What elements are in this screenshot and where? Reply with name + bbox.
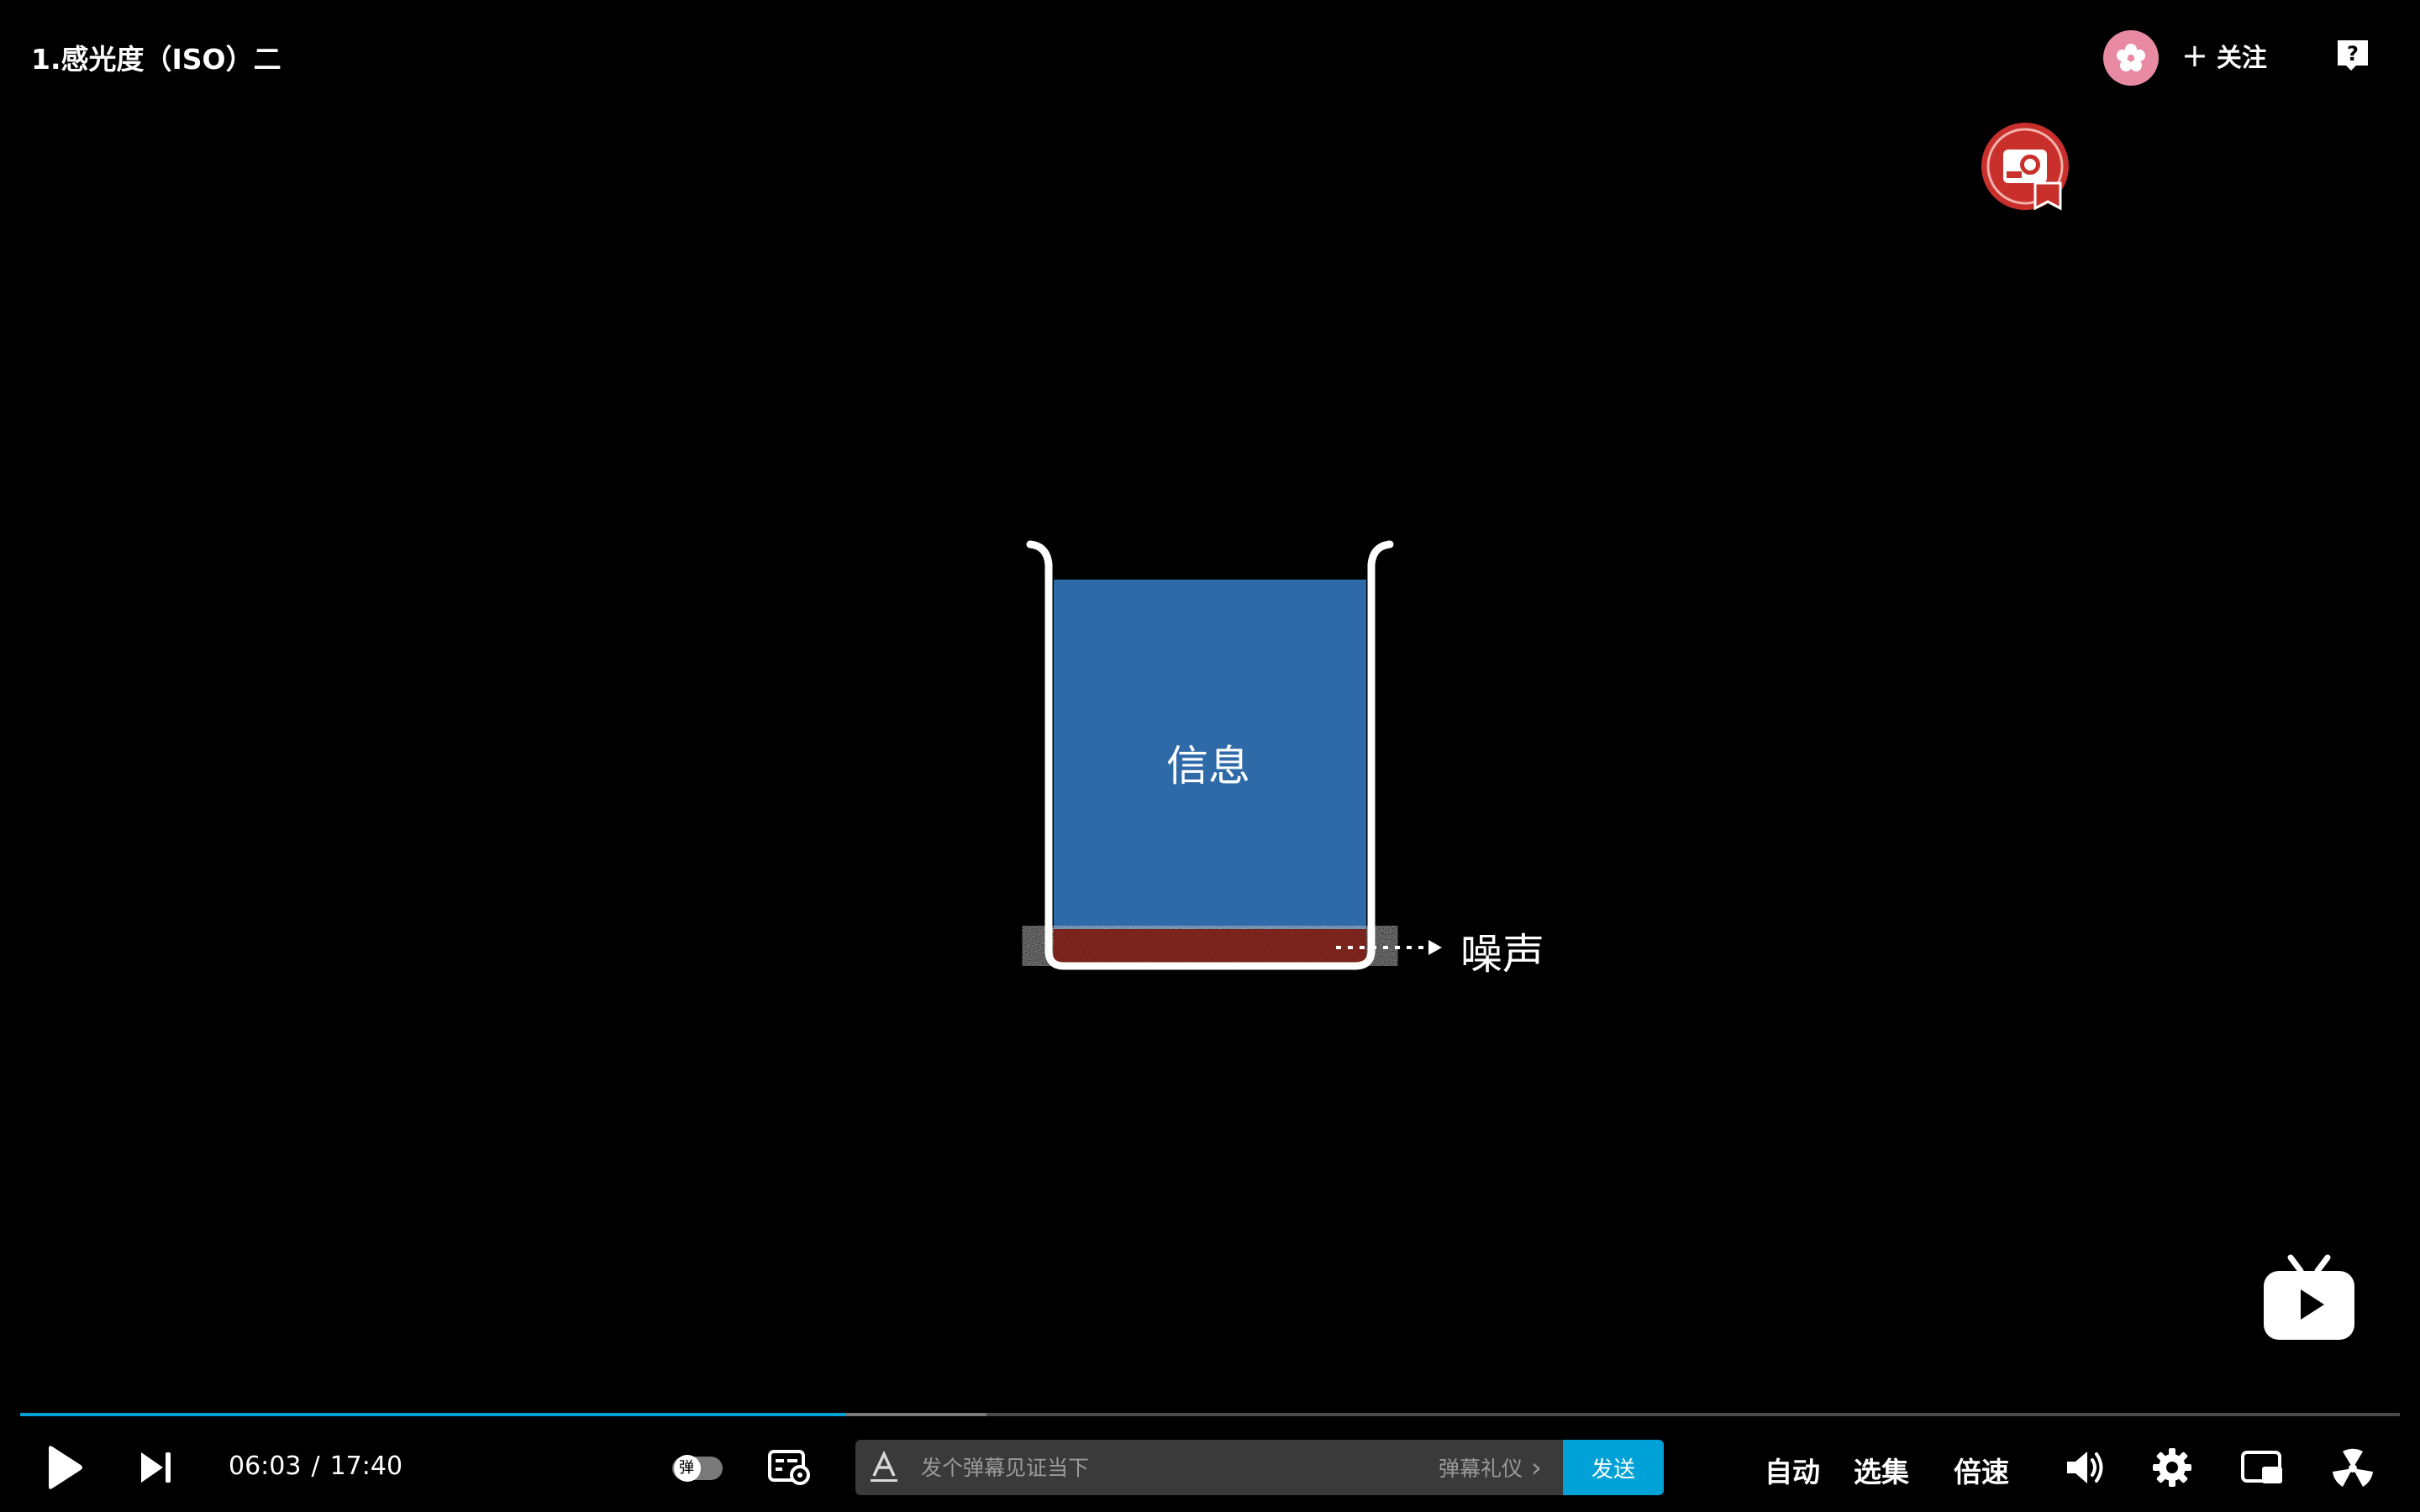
progress-track[interactable] bbox=[20, 1413, 2400, 1416]
beaker-outline bbox=[1026, 540, 1394, 970]
danmaku-etiquette-label: 弹幕礼仪 bbox=[1439, 1457, 1523, 1481]
svg-text:?: ? bbox=[2347, 42, 2359, 66]
danmaku-toggle-glyph: 弹 bbox=[679, 1459, 694, 1477]
episodes-button[interactable]: 选集 bbox=[1854, 1456, 1909, 1488]
info-label: 信息 bbox=[1166, 742, 1250, 790]
current-time: 06:03 bbox=[229, 1452, 302, 1481]
follow-label: 关注 bbox=[2216, 44, 2267, 73]
bilibili-tv-icon[interactable] bbox=[2262, 1254, 2356, 1343]
playback-speed-button[interactable]: 倍速 bbox=[1954, 1456, 2009, 1488]
chevron-right-icon: › bbox=[1531, 1452, 1542, 1483]
screen-record-badge-icon bbox=[1981, 123, 2069, 211]
play-icon[interactable] bbox=[44, 1445, 84, 1490]
danmaku-settings-icon[interactable] bbox=[768, 1448, 810, 1485]
water-fill bbox=[1054, 580, 1366, 936]
danmaku-toggle[interactable]: 弹 bbox=[671, 1452, 724, 1485]
time-display: 06:03 / 17:40 bbox=[229, 1452, 402, 1481]
time-separator: / bbox=[311, 1452, 320, 1481]
progress-played bbox=[20, 1413, 846, 1416]
picture-in-picture-icon[interactable] bbox=[2240, 1448, 2284, 1487]
follow-button[interactable]: + 关注 bbox=[2181, 37, 2267, 74]
video-frame[interactable]: 信息 噪声 bbox=[0, 0, 2420, 1386]
web-fullscreen-icon[interactable] bbox=[2331, 1446, 2375, 1488]
toggle-switch-icon bbox=[672, 1455, 723, 1482]
beaker-illustration bbox=[1026, 540, 1442, 970]
noise-fill bbox=[1054, 929, 1366, 963]
gear-icon[interactable] bbox=[2151, 1446, 2193, 1488]
plus-icon: + bbox=[2181, 37, 2208, 74]
danmaku-input-bar: 弹幕礼仪 › 发送 bbox=[855, 1440, 1664, 1495]
font-style-icon[interactable] bbox=[867, 1451, 901, 1484]
danmaku-etiquette-link[interactable]: 弹幕礼仪 › bbox=[1439, 1440, 1542, 1495]
noise-arrow-head bbox=[1428, 940, 1442, 955]
duration: 17:40 bbox=[329, 1452, 403, 1481]
next-episode-icon[interactable] bbox=[139, 1450, 173, 1485]
flower-icon bbox=[2117, 44, 2145, 71]
send-button[interactable]: 发送 bbox=[1563, 1440, 1664, 1495]
noise-label: 噪声 bbox=[1460, 930, 1544, 979]
volume-icon[interactable] bbox=[2064, 1446, 2106, 1488]
uploader-avatar[interactable] bbox=[2103, 30, 2159, 86]
video-title: 1.感光度（ISO）二 bbox=[31, 43, 281, 76]
autoplay-button[interactable]: 自动 bbox=[1765, 1456, 1820, 1488]
danmaku-input[interactable] bbox=[921, 1440, 1425, 1495]
help-icon[interactable]: ? bbox=[2334, 37, 2371, 74]
